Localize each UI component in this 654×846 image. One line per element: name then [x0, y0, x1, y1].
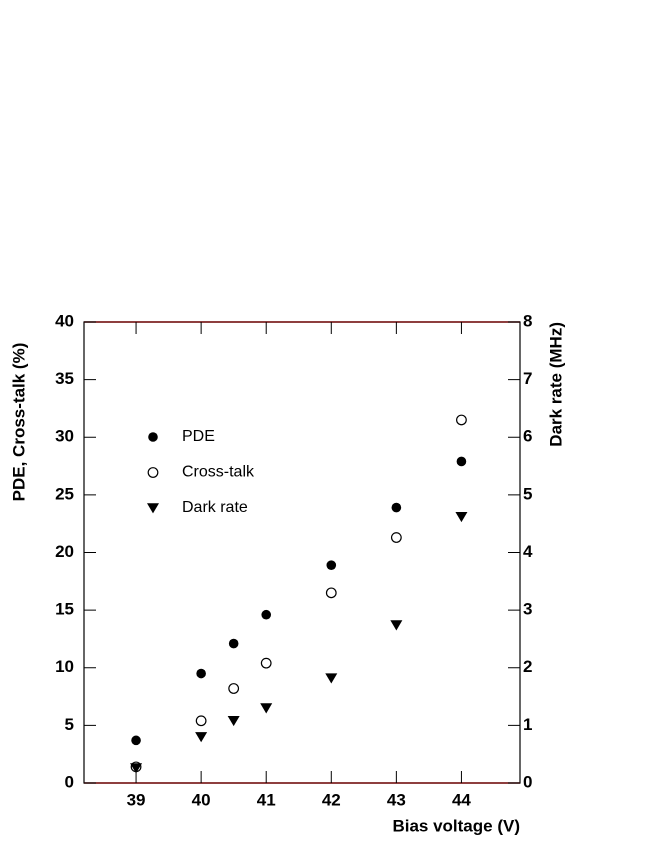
y-tick-label: 10	[55, 657, 74, 676]
data-point	[390, 532, 402, 543]
x-tick-label: 44	[452, 790, 471, 809]
data-point	[196, 668, 206, 679]
y-axis-title: PDE, Cross-talk (%)	[9, 343, 28, 502]
data-point	[227, 715, 240, 727]
x-tick-label: 39	[127, 790, 146, 809]
y2-tick-label: 6	[523, 427, 532, 446]
data-point	[228, 638, 239, 649]
legend-marker	[147, 503, 159, 514]
data-point	[260, 657, 272, 669]
data-point	[390, 620, 403, 631]
data-point	[195, 732, 208, 743]
y2-tick-label: 1	[523, 715, 532, 734]
data-point	[260, 703, 273, 714]
data-point	[326, 560, 337, 570]
x-tick-label: 41	[257, 790, 276, 809]
data-point	[131, 735, 141, 746]
legend-label: PDE	[182, 428, 215, 445]
y2-axis-title: Dark rate (MHz)	[546, 322, 565, 447]
data-point	[391, 502, 402, 513]
y-tick-label: 15	[55, 600, 74, 619]
data-point	[455, 511, 468, 523]
y-tick-label: 5	[65, 715, 74, 734]
y2-tick-label: 8	[523, 311, 532, 330]
data-point	[228, 683, 240, 694]
y2-tick-label: 0	[523, 772, 532, 791]
data-point	[130, 763, 143, 774]
y-tick-label: 30	[55, 427, 74, 446]
y-tick-label: 35	[55, 369, 74, 388]
data-point	[195, 715, 207, 727]
y-tick-label: 20	[55, 542, 74, 561]
legend-marker	[148, 432, 158, 442]
data-point	[325, 587, 337, 599]
y2-tick-label: 4	[523, 542, 533, 561]
y2-tick-label: 5	[523, 484, 532, 503]
data-point	[456, 456, 467, 467]
y-tick-label: 0	[65, 772, 74, 791]
x-axis-title: Bias voltage (V)	[392, 816, 520, 835]
data-point	[325, 673, 338, 684]
legend-label: Cross-talk	[182, 464, 255, 481]
data-point	[456, 414, 467, 426]
y2-tick-label: 3	[523, 600, 532, 619]
data-point	[261, 609, 272, 620]
legend-marker	[147, 467, 159, 478]
y-tick-label: 40	[55, 311, 74, 330]
y2-tick-label: 7	[523, 369, 532, 388]
x-tick-label: 42	[322, 790, 341, 809]
legend-label: Dark rate	[182, 499, 248, 516]
x-tick-label: 40	[192, 790, 211, 809]
plot-frame	[83, 321, 521, 784]
y-tick-label: 25	[55, 484, 74, 503]
x-tick-label: 43	[387, 790, 406, 809]
y2-tick-label: 2	[523, 657, 532, 676]
